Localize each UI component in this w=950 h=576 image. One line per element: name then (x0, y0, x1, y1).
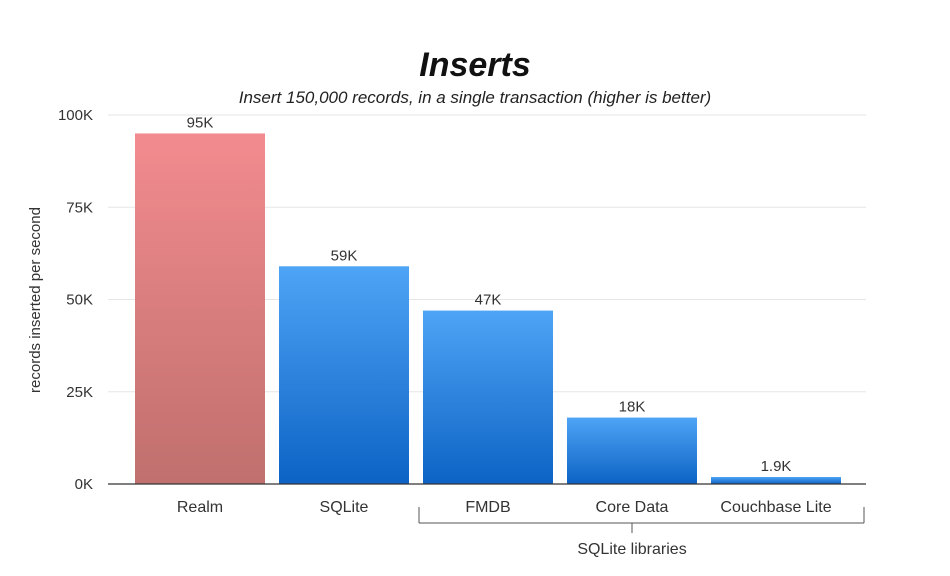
data-labels: 95K 59K 47K 18K 1.9K (187, 114, 792, 475)
y-tick-label: 75K (66, 199, 93, 216)
bar-core-data (567, 417, 697, 484)
bars (135, 133, 841, 484)
group-bracket: SQLite libraries (418, 507, 865, 558)
bar-couchbase-lite (711, 476, 841, 484)
data-label: 18K (619, 399, 646, 416)
x-axis-ticks: Realm SQLite FMDB Core Data Couchbase Lite (177, 499, 832, 516)
y-tick-label: 0K (75, 476, 93, 493)
x-tick-label: FMDB (465, 499, 510, 516)
data-label: 1.9K (761, 458, 792, 475)
data-label: 95K (187, 114, 214, 131)
x-tick-label: Couchbase Lite (720, 499, 831, 516)
data-label: 59K (331, 247, 358, 264)
chart-title: Inserts (419, 46, 531, 84)
y-tick-label: 25K (66, 384, 93, 401)
bar-fmdb (423, 310, 553, 484)
chart-subtitle: Insert 150,000 records, in a single tran… (238, 88, 712, 107)
data-label: 47K (475, 292, 502, 309)
y-axis-ticks: 0K 25K 50K 75K 100K (58, 107, 93, 493)
bar-sqlite (279, 266, 409, 484)
y-tick-label: 100K (58, 107, 93, 124)
x-tick-label: Realm (177, 499, 223, 516)
y-axis-label: records inserted per second (27, 207, 44, 393)
x-tick-label: SQLite (320, 499, 369, 516)
y-tick-label: 50K (66, 292, 93, 309)
bar-realm (135, 133, 265, 484)
x-tick-label: Core Data (596, 499, 669, 516)
bracket-label: SQLite libraries (577, 541, 686, 558)
